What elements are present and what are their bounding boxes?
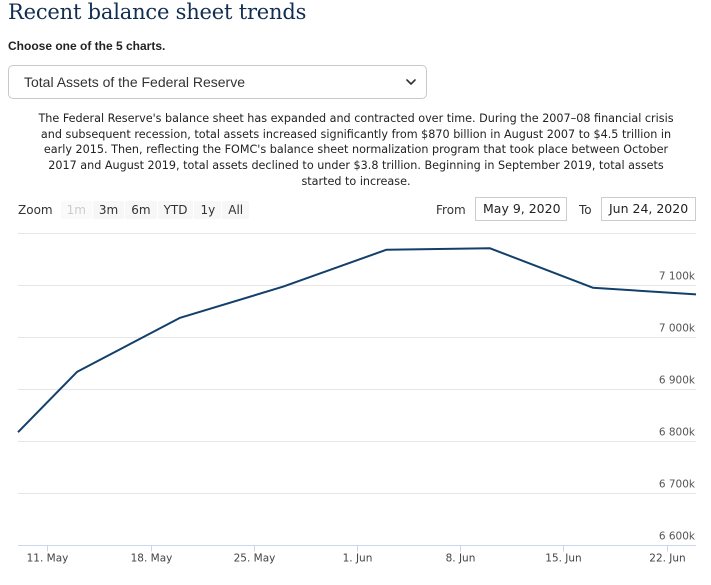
chevron-down-icon bbox=[406, 79, 416, 85]
y-tick-label: 6 600k bbox=[659, 531, 696, 543]
chart-description: The Federal Reserve's balance sheet has … bbox=[38, 112, 674, 188]
zoom-ytd-button[interactable]: YTD bbox=[157, 201, 194, 219]
x-tick-label: 15. Jun bbox=[545, 553, 581, 565]
chart-chooser-label: Choose one of the 5 charts. bbox=[8, 39, 166, 53]
chart-gridlines bbox=[18, 233, 696, 546]
y-tick-label: 6 800k bbox=[659, 427, 696, 439]
chart-select-value: Total Assets of the Federal Reserve bbox=[24, 74, 245, 90]
range-to-label: To bbox=[579, 203, 592, 217]
x-tick-label: 22. Jun bbox=[649, 553, 685, 565]
range-from-label: From bbox=[436, 203, 466, 217]
range-to-input[interactable]: Jun 24, 2020 bbox=[601, 197, 696, 221]
x-tick-label: 11. May bbox=[27, 553, 69, 565]
chart-x-axis: 11. May 18. May 25. May 1. Jun 8. Jun 15. Jun… bbox=[18, 545, 696, 565]
x-tick-label: 8. Jun bbox=[446, 553, 476, 565]
x-tick-label: 1. Jun bbox=[343, 553, 373, 565]
y-tick-label: 6 700k bbox=[659, 479, 696, 491]
y-tick-label: 6 900k bbox=[659, 375, 696, 387]
chart-series bbox=[17, 247, 697, 433]
total-assets-chart: 6 600k 6 700k 6 800k 6 900k 7 000k 7 100k 11.… bbox=[17, 233, 697, 565]
x-tick-label: 25. May bbox=[234, 553, 276, 565]
zoom-label: Zoom bbox=[18, 203, 53, 217]
x-tick-label: 18. May bbox=[131, 553, 173, 565]
y-tick-label: 7 100k bbox=[659, 271, 696, 283]
range-from-input[interactable]: May 9, 2020 bbox=[475, 197, 567, 221]
zoom-1m-button[interactable]: 1m bbox=[60, 201, 92, 219]
zoom-controls: Zoom 1m 3m 6m YTD 1y All bbox=[18, 199, 250, 221]
zoom-all-button[interactable]: All bbox=[222, 201, 250, 219]
zoom-1y-button[interactable]: 1y bbox=[194, 201, 222, 219]
chart-select-dropdown[interactable]: Total Assets of the Federal Reserve bbox=[8, 65, 427, 99]
chart-y-axis-labels: 6 600k 6 700k 6 800k 6 900k 7 000k 7 100k bbox=[659, 271, 696, 543]
page-title: Recent balance sheet trends bbox=[8, 0, 307, 24]
zoom-3m-button[interactable]: 3m bbox=[92, 201, 125, 219]
zoom-6m-button[interactable]: 6m bbox=[125, 201, 157, 219]
y-tick-label: 7 000k bbox=[659, 323, 696, 335]
series-line bbox=[17, 247, 697, 433]
